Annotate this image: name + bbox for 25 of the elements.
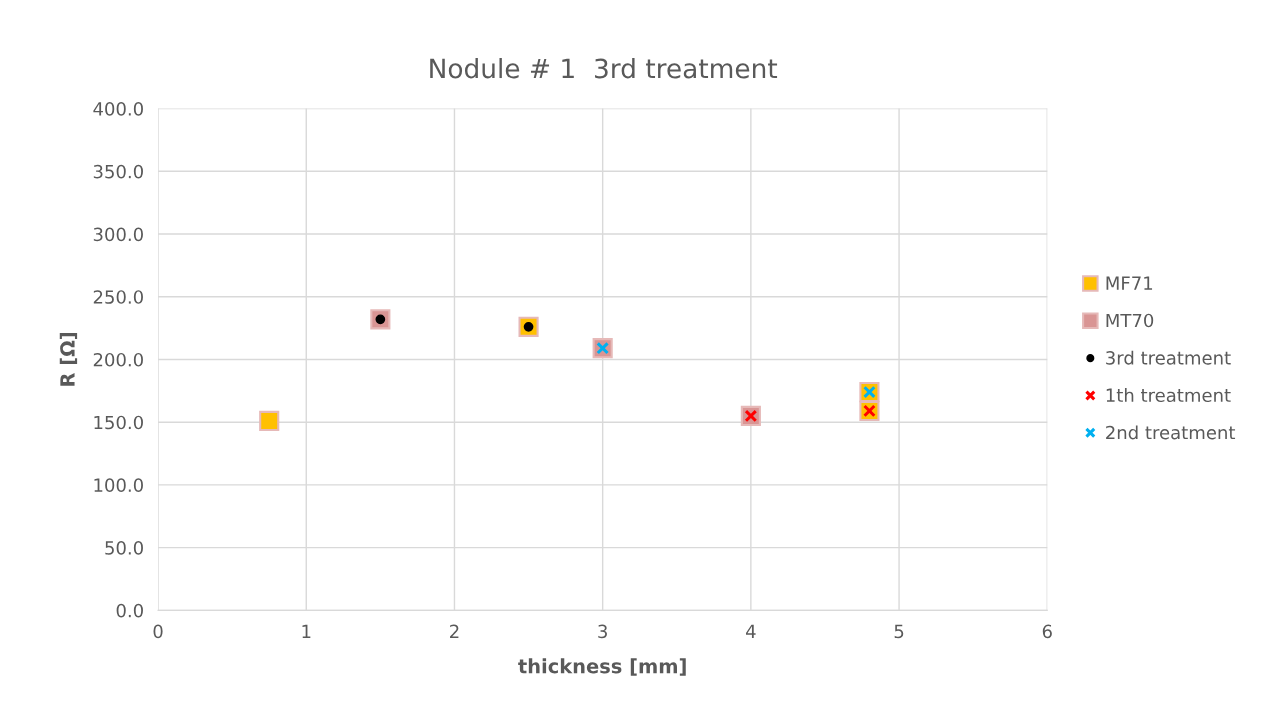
x-tick-label: 6 bbox=[1042, 624, 1052, 639]
y-axis-title: R [Ω] bbox=[59, 333, 78, 386]
legend-label: 3rd treatment bbox=[1106, 350, 1231, 365]
x-tick-label: 0 bbox=[153, 624, 163, 639]
chart-title: Nodule # 1 3rd treatment bbox=[430, 57, 778, 79]
x-tick-label: 1 bbox=[302, 624, 311, 638]
x-axis-title: thickness [mm] bbox=[518, 658, 686, 676]
x-tick-label: 5 bbox=[894, 624, 904, 639]
y-tick-label: 400.0 bbox=[93, 102, 143, 116]
legend-label: 2nd treatment bbox=[1106, 425, 1236, 440]
y-tick-label: 150.0 bbox=[94, 415, 143, 430]
y-tick-label: 350.0 bbox=[93, 164, 143, 179]
y-tick-label: 0.0 bbox=[116, 603, 143, 618]
x-tick-label: 3 bbox=[598, 624, 607, 639]
point bbox=[259, 410, 280, 431]
y-tick-label: 50.0 bbox=[105, 541, 143, 555]
legend-label: MT70 bbox=[1106, 313, 1154, 328]
y-tick-label: 300.0 bbox=[93, 227, 143, 242]
legend-label: 1th treatment bbox=[1106, 388, 1231, 403]
legend-label: MF71 bbox=[1106, 276, 1153, 290]
x-tick-label: 4 bbox=[746, 624, 756, 638]
y-tick-label: 100.0 bbox=[94, 478, 143, 493]
y-tick-label: 200.0 bbox=[93, 352, 143, 367]
y-tick-label: 250.0 bbox=[93, 290, 143, 304]
x-tick-label: 2 bbox=[450, 624, 459, 638]
